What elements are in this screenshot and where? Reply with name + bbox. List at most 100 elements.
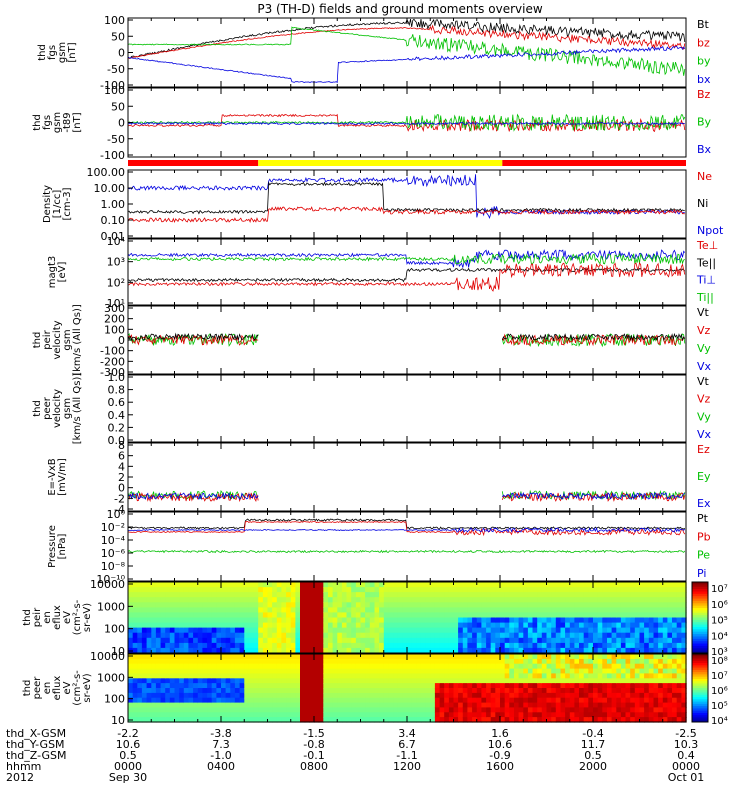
spectrogram-cell — [188, 642, 194, 649]
spectrogram-cell — [360, 707, 366, 713]
spectrogram-cell — [318, 642, 324, 649]
spectrogram-cell — [518, 678, 524, 684]
spectrogram-cell — [151, 607, 157, 614]
spectrogram-cell — [444, 607, 450, 614]
spectrogram-cell — [239, 702, 245, 709]
spectrogram-cell — [397, 592, 403, 598]
spectrogram-cell — [565, 688, 571, 694]
spectrogram-cell — [383, 678, 390, 684]
spectrogram-cell — [393, 627, 399, 634]
spectrogram-cell — [207, 647, 213, 654]
spectrogram-cell — [202, 697, 208, 704]
colorbar-segment — [692, 586, 708, 590]
spectrogram-cell — [430, 692, 436, 699]
spectrogram-cell — [476, 592, 483, 598]
spectrogram-cell — [369, 707, 376, 713]
spectrogram-cell — [555, 622, 562, 629]
spectrogram-cell — [151, 702, 157, 709]
spectrogram-cell — [407, 592, 413, 598]
spectrogram-cell — [383, 688, 390, 694]
spectrogram-cell — [137, 627, 143, 634]
spectrogram-cell — [295, 673, 301, 679]
spectrogram-cell — [141, 597, 148, 603]
spectrogram-cell — [132, 592, 138, 598]
spectrogram-cell — [532, 692, 538, 699]
spectrogram-cell — [537, 707, 543, 713]
spectrogram-cell — [416, 654, 422, 660]
spectrogram-cell — [193, 602, 199, 608]
spectrogram-cell — [318, 637, 324, 644]
spectrogram-cell — [430, 617, 436, 624]
y-tick-label: 10⁴ — [107, 235, 126, 248]
spectrogram-cell — [541, 587, 548, 593]
spectrogram-cell — [486, 707, 492, 713]
spectrogram-cell — [551, 627, 557, 634]
spectrogram-cell — [658, 654, 664, 660]
spectrogram-cell — [476, 612, 483, 619]
spectrogram-cell — [560, 663, 566, 670]
spectrogram-cell — [490, 688, 496, 694]
spectrogram-cell — [323, 612, 329, 619]
spectrogram-cell — [267, 607, 273, 614]
spectrogram-cell — [481, 678, 487, 684]
spectrogram-cell — [681, 678, 687, 684]
spectrogram-cell — [467, 647, 473, 654]
spectrogram-cell — [141, 663, 148, 670]
spectrogram-cell — [262, 673, 269, 679]
spectrogram-cell — [281, 597, 287, 603]
spectrogram-cell — [676, 658, 682, 665]
spectrogram-cell — [341, 602, 348, 608]
spectrogram-cell — [258, 647, 264, 654]
spectrogram-cell — [328, 663, 334, 670]
spectrogram-cell — [328, 612, 334, 619]
spectrogram-cell — [462, 688, 469, 694]
spectrogram-cell — [211, 692, 217, 699]
spectrogram-cell — [165, 712, 171, 718]
spectrogram-cell — [667, 692, 673, 699]
spectrogram-cell — [407, 717, 413, 723]
spectrogram-cell — [467, 663, 473, 670]
spectrogram-cell — [439, 607, 445, 614]
spectrogram-cell — [374, 683, 380, 689]
spectrogram-cell — [551, 607, 557, 614]
spectrogram-cell — [253, 683, 259, 689]
bottom-axis-value: 0.4 — [677, 749, 695, 762]
spectrogram-cell — [555, 702, 562, 709]
spectrogram-cell — [476, 663, 483, 670]
spectrogram-cell — [462, 647, 469, 654]
spectrogram-cell — [262, 597, 269, 603]
spectrogram-cell — [653, 597, 659, 603]
spectrogram-cell — [318, 607, 324, 614]
spectrogram-cell — [309, 627, 315, 634]
spectrogram-cell — [639, 637, 645, 644]
spectrogram-cell — [402, 592, 408, 598]
spectrogram-cell — [132, 697, 138, 704]
spectrogram-cell — [407, 668, 413, 675]
spectrogram-cell — [644, 683, 650, 689]
spectrogram-cell — [234, 707, 241, 713]
spectrogram-cell — [286, 692, 292, 699]
spectrogram-cell — [439, 622, 445, 629]
spectrogram-cell — [416, 688, 422, 694]
spectrogram-cell — [248, 654, 255, 660]
spectrogram-cell — [616, 717, 622, 723]
spectrogram-cell — [476, 717, 483, 723]
y-tick-label: 10⁻² — [101, 521, 125, 534]
spectrogram-cell — [304, 658, 310, 665]
spectrogram-cell — [286, 632, 292, 639]
spectrogram-cell — [430, 597, 436, 603]
spectrogram-cell — [341, 678, 348, 684]
spectrogram-cell — [267, 627, 273, 634]
spectrogram-cell — [262, 697, 269, 704]
spectrogram-cell — [360, 654, 366, 660]
spectrogram-cell — [495, 688, 501, 694]
spectrogram-cell — [146, 647, 152, 654]
spectrogram-cell — [467, 702, 473, 709]
spectrogram-cell — [444, 702, 450, 709]
series-line-green — [127, 252, 685, 265]
spectrogram-cell — [216, 717, 222, 723]
spectrogram-cell — [620, 607, 627, 614]
spectrogram-cell — [379, 617, 385, 624]
spectrogram-cell — [444, 612, 450, 619]
spectrogram-cell — [481, 712, 487, 718]
